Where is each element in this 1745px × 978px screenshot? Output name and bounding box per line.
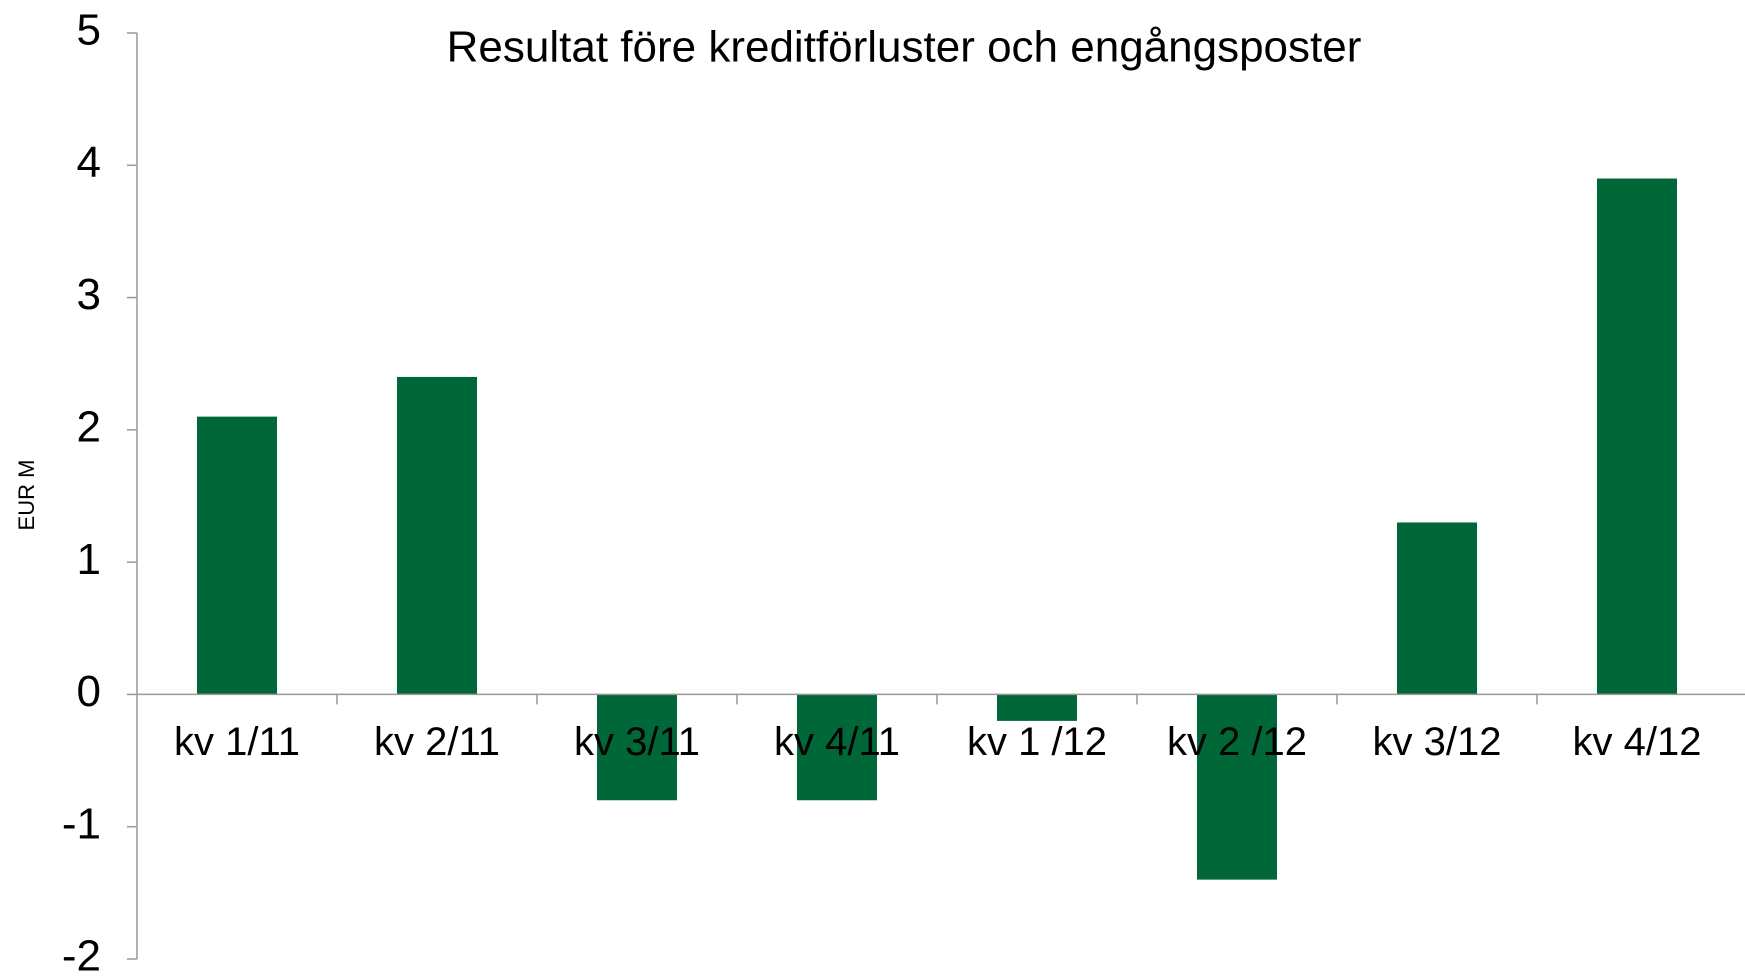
x-tick-label: kv 2/11: [374, 720, 500, 764]
chart-title: Resultat före kreditförluster och engång…: [447, 23, 1362, 72]
y-tick-label: -1: [62, 799, 101, 848]
bar: [997, 694, 1077, 721]
y-tick-label: 2: [77, 402, 101, 451]
y-tick-label: 0: [77, 667, 101, 716]
bar: [797, 694, 877, 801]
bar: [197, 416, 277, 695]
x-tick-label: kv 4/11: [774, 720, 900, 764]
bar: [1397, 522, 1477, 695]
bar: [1197, 694, 1277, 880]
bar: [397, 376, 477, 695]
x-tick-label: kv 3/11: [574, 720, 700, 764]
x-tick-label: kv 4/12: [1573, 720, 1702, 764]
bar: [1597, 178, 1677, 695]
y-tick-label: 3: [77, 270, 101, 319]
y-tick-label: 1: [77, 535, 101, 584]
y-tick-label: 4: [77, 138, 101, 187]
x-tick-label: kv 1 /12: [967, 720, 1107, 764]
x-tick-label: kv 3/12: [1373, 720, 1502, 764]
y-axis-label: EUR M: [14, 460, 39, 531]
x-tick-label: kv 2 /12: [1167, 720, 1307, 764]
bar: [597, 694, 677, 801]
y-tick-label: -2: [62, 932, 101, 978]
x-tick-label: kv 1/11: [174, 720, 300, 764]
y-tick-label: 5: [77, 6, 101, 55]
